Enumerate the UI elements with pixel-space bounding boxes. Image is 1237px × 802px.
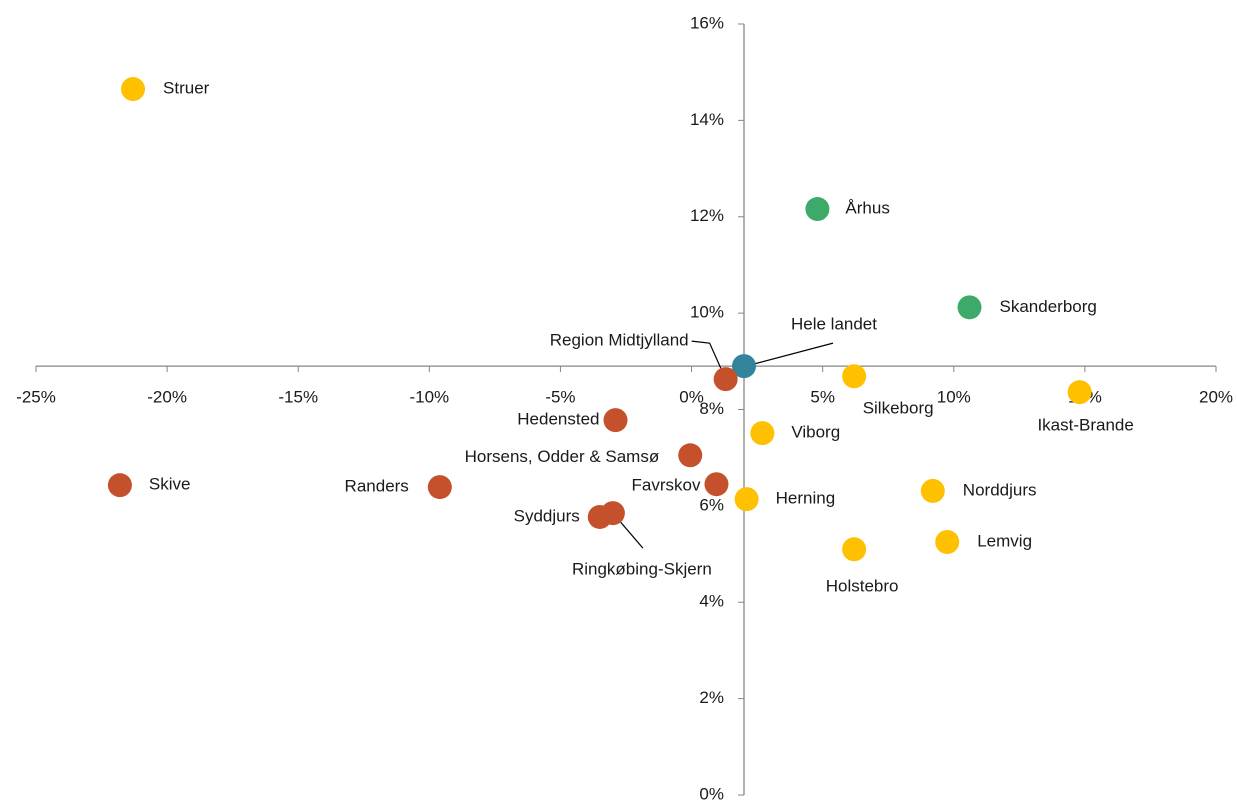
point — [734, 487, 759, 512]
point-label: Norddjurs — [963, 480, 1037, 499]
leader-line — [745, 342, 834, 367]
point-label: Skanderborg — [1000, 297, 1097, 316]
y-tick-label: 0% — [699, 784, 724, 802]
point — [600, 501, 625, 526]
point — [704, 472, 729, 497]
point — [678, 443, 703, 468]
point — [713, 367, 738, 392]
point — [107, 473, 132, 498]
point-label: Struer — [163, 79, 210, 98]
point-label: Herning — [776, 489, 836, 508]
point — [957, 295, 982, 320]
point-label: Hedensted — [517, 410, 599, 429]
y-tick-label: 12% — [690, 206, 724, 225]
point-label: Århus — [845, 199, 889, 218]
x-tick-label: -10% — [409, 388, 449, 407]
point — [920, 478, 945, 503]
y-tick-label: 6% — [699, 495, 724, 514]
x-tick-label: -15% — [278, 388, 318, 407]
point-label: Silkeborg — [863, 399, 934, 418]
x-tick-label: -25% — [16, 388, 56, 407]
x-tick-label: 5% — [810, 388, 835, 407]
point-label: Viborg — [791, 423, 840, 442]
point-label: Hele landet — [791, 315, 877, 334]
point — [805, 197, 830, 222]
leader-line — [691, 340, 727, 380]
y-tick-label: 10% — [690, 303, 724, 322]
point-label: Ringkøbing-Skjern — [572, 560, 712, 579]
x-tick-label: 0% — [679, 388, 704, 407]
point — [603, 408, 628, 433]
point — [842, 364, 867, 389]
x-tick-label: -20% — [147, 388, 187, 407]
x-tick-label: -5% — [545, 388, 575, 407]
point — [427, 475, 452, 500]
point-label: Randers — [345, 477, 409, 496]
point-label: Skive — [149, 475, 191, 494]
point-label: Favrskov — [631, 476, 700, 495]
point-label: Syddjurs — [514, 506, 580, 525]
y-tick-label: 4% — [699, 592, 724, 611]
y-tick-label: 16% — [690, 13, 724, 32]
point — [935, 530, 960, 555]
point-label: Region Midtjylland — [550, 331, 689, 350]
point — [121, 77, 146, 102]
y-tick-label: 2% — [699, 688, 724, 707]
point-label: Lemvig — [977, 532, 1032, 551]
y-tick-label: 14% — [690, 110, 724, 129]
point — [750, 421, 775, 446]
point-label: Holstebro — [826, 577, 899, 596]
point — [842, 537, 867, 562]
point-label: Horsens, Odder & Samsø — [465, 447, 660, 466]
point-label: Ikast-Brande — [1037, 416, 1133, 435]
point — [732, 354, 756, 379]
y-tick-label: 8% — [699, 399, 724, 418]
x-tick-label: 10% — [937, 388, 971, 407]
x-tick-label: 20% — [1199, 388, 1233, 407]
point — [1067, 380, 1092, 405]
